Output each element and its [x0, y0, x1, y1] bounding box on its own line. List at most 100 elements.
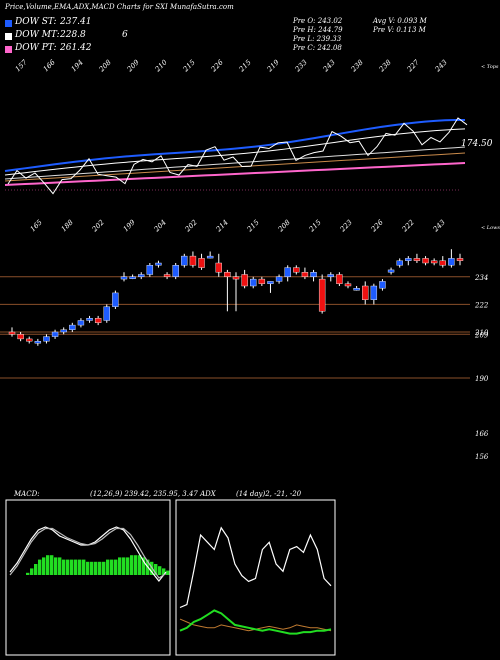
- candle-body: [206, 255, 214, 259]
- macd-histogram-bar: [54, 557, 58, 575]
- adx-values: (14 day)2, -21, -20: [236, 490, 302, 498]
- candle-body: [17, 334, 24, 340]
- candle-body: [51, 331, 59, 337]
- macd-histogram-bar: [110, 559, 114, 575]
- candle-body: [60, 329, 67, 333]
- macd-histogram-bar: [114, 559, 118, 575]
- stat-pre-close: Pre C: 242.08: [293, 44, 342, 52]
- candle-body: [103, 306, 110, 321]
- ema-top-label: 227: [405, 58, 421, 74]
- macd-histogram-bar: [82, 559, 86, 575]
- chart-title: Price,Volume,EMA,ADX,MACD Charts for SXI…: [5, 3, 234, 11]
- candle-body: [405, 258, 412, 261]
- stat-pre-high: Pre H: 244.79: [293, 26, 343, 34]
- ema-top-label: 238: [377, 58, 393, 74]
- candle-body: [327, 274, 334, 277]
- candle-body: [215, 262, 222, 273]
- price-top-label: 214: [214, 218, 230, 234]
- candle-body: [293, 267, 300, 273]
- macd-histogram-bar: [154, 564, 158, 575]
- macd-histogram-bar: [30, 568, 34, 575]
- macd-histogram-bar: [166, 570, 170, 575]
- price-top-label: 188: [60, 218, 75, 233]
- macd-histogram-bar: [58, 557, 62, 575]
- ema-top-label: 208: [97, 58, 113, 74]
- tops-label: < Tops: [481, 64, 499, 70]
- candle-body: [301, 272, 309, 278]
- macd-histogram-bar: [34, 564, 38, 575]
- legend-swatch-mt: [5, 33, 12, 40]
- ema-top-label: 215: [181, 58, 197, 74]
- candle-body: [250, 278, 257, 287]
- macd-histogram-bar: [142, 557, 146, 575]
- candle-body: [422, 258, 429, 264]
- ema-top-label: 238: [349, 58, 365, 74]
- candle-body: [146, 265, 154, 275]
- price-top-label: 208: [276, 218, 292, 234]
- candle-body: [112, 292, 119, 307]
- macd-histogram-bar: [162, 568, 166, 575]
- candle-body: [258, 278, 266, 284]
- stat-pre-volume: Pre V: 0.113 M: [373, 26, 426, 34]
- macd-histogram-bar: [38, 559, 42, 575]
- ema-top-label: 243: [433, 58, 449, 74]
- ema-top-label: 226: [209, 58, 225, 74]
- legend-value-pt: 261.42: [60, 43, 92, 53]
- macd-histogram-bar: [118, 557, 122, 575]
- price-ytick-label: 156: [475, 453, 489, 461]
- legend-label-mt: DOW MT:: [15, 30, 60, 40]
- macd-histogram-bar: [42, 557, 46, 575]
- ema-top-label: 209: [125, 58, 141, 74]
- macd-histogram-bar: [158, 566, 162, 575]
- stat-pre-low: Pre L: 239.33: [293, 35, 342, 43]
- candle-body: [310, 272, 317, 278]
- stat-avg-volume: Avg V: 0.093 M: [373, 17, 427, 25]
- macd-histogram-bar: [130, 555, 134, 575]
- candle-body: [26, 338, 33, 342]
- price-top-label: 199: [122, 218, 137, 233]
- ema-top-label: 243: [321, 58, 337, 74]
- candle-body: [387, 269, 395, 273]
- macd-histogram-bar: [122, 557, 126, 575]
- price-top-label: 243: [431, 218, 447, 234]
- price-ytick-label: 209: [474, 331, 489, 339]
- ema-line-orange: [4, 152, 466, 182]
- ema-price-line: [7, 117, 468, 195]
- legend-label-st: DOW ST:: [15, 17, 57, 27]
- price-top-label: 226: [369, 218, 385, 234]
- candle-body: [344, 283, 352, 287]
- candle-body: [163, 274, 171, 277]
- ema-top-label: 157: [14, 58, 29, 73]
- candle-body: [69, 324, 76, 330]
- candle-body: [318, 278, 326, 312]
- ema-top-label: 215: [237, 58, 253, 74]
- candle-body: [430, 260, 438, 264]
- ema-top-label: 194: [70, 58, 85, 73]
- macd-histogram-bar: [26, 572, 30, 575]
- candle-body: [198, 258, 205, 268]
- candle-body: [34, 341, 42, 344]
- price-ytick-label: 166: [475, 430, 489, 438]
- ema-top-label: 219: [265, 58, 281, 74]
- candle-body: [94, 318, 102, 324]
- legend-extra-mt: 6: [122, 30, 128, 40]
- candle-body: [370, 285, 378, 301]
- macd-histogram-bar: [106, 559, 110, 575]
- macd-histogram-bar: [94, 561, 98, 575]
- candle-body: [413, 258, 421, 261]
- price-ytick-label: 190: [475, 375, 489, 383]
- macd-histogram-bar: [138, 555, 142, 575]
- price-ytick-label: 222: [474, 301, 489, 309]
- ema-line-blue: [4, 119, 465, 172]
- macd-histogram-bar: [134, 555, 138, 575]
- candle-body: [155, 262, 162, 266]
- macd-title: MACD:: [14, 490, 40, 498]
- price-ytick-label: 234: [474, 274, 488, 282]
- macd-frame: [5, 499, 171, 656]
- macd-histogram-bar: [98, 561, 102, 575]
- ema-top-label: 210: [153, 58, 169, 74]
- candle-body: [77, 320, 85, 326]
- candle-body: [8, 331, 16, 335]
- price-top-label: 222: [400, 218, 416, 234]
- legend-swatch-pt: [5, 46, 12, 53]
